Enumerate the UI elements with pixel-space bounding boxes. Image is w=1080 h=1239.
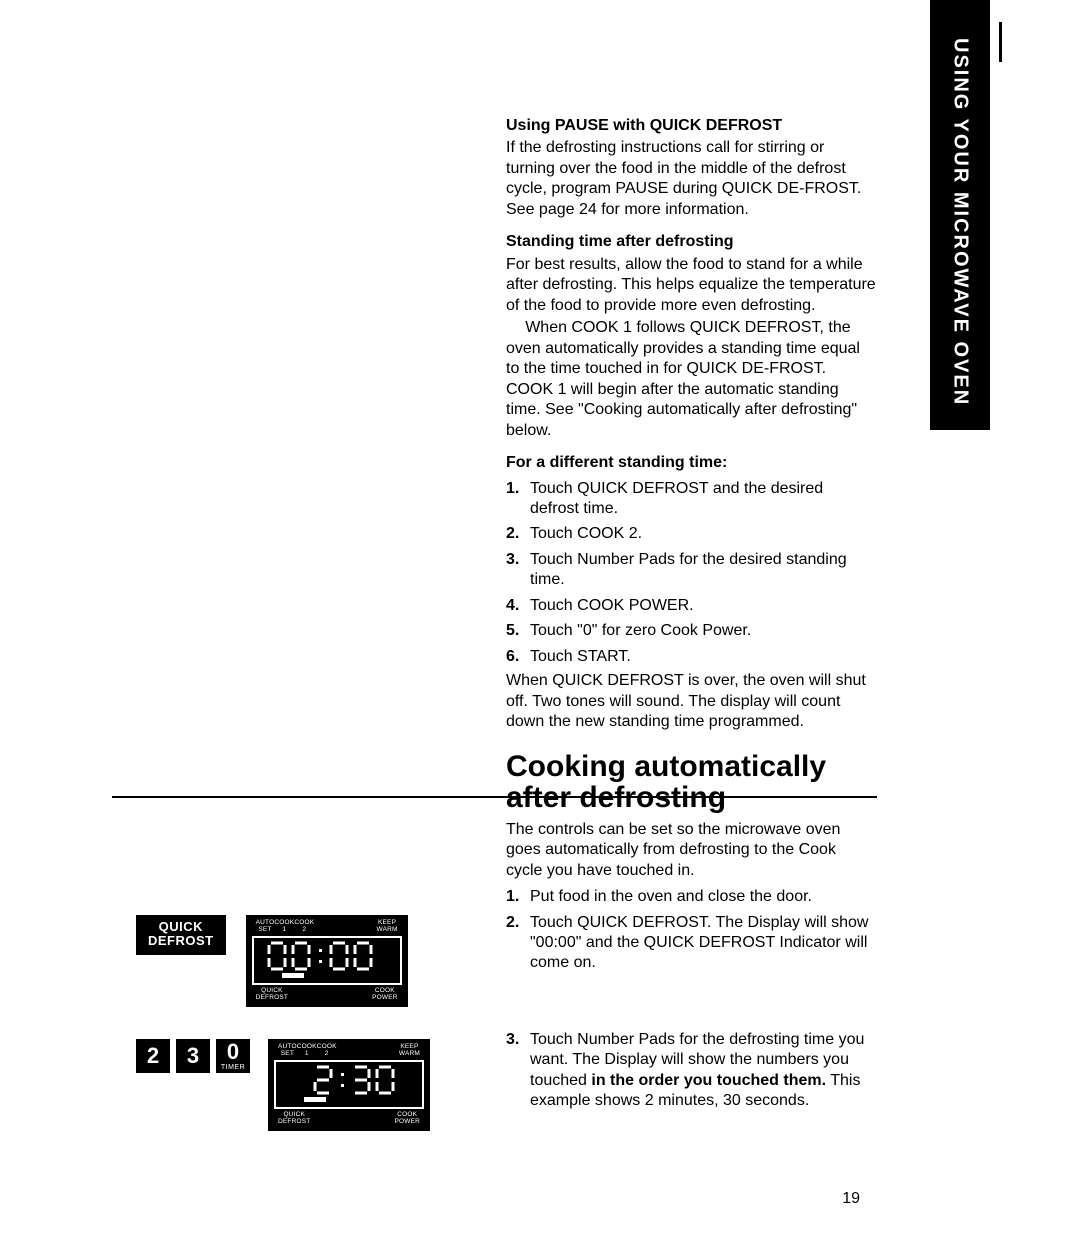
list-item: 2.Touch QUICK DEFROST. The Display will … (506, 913, 876, 974)
indicator-marker (282, 973, 304, 978)
number-pad-0[interactable]: 0 TIMER (216, 1039, 250, 1073)
heading-pause: Using PAUSE with QUICK DEFROST (506, 116, 876, 136)
heading-standing: Standing time after defrosting (506, 232, 876, 252)
body-text: When QUICK DEFROST is over, the oven wil… (506, 671, 876, 732)
page: USING YOUR MICROWAVE OVEN Using PAUSE wi… (0, 0, 1080, 1239)
text-column: Using PAUSE with QUICK DEFROST If the de… (506, 110, 876, 1112)
page-number: 19 (842, 1190, 860, 1208)
main-heading: Cooking automatically after defrosting (506, 751, 876, 814)
body-text: The controls can be set so the microwave… (506, 820, 876, 881)
display-bottom-labels: QUICK DEFROST COOK POWER (274, 1111, 424, 1126)
display-screen (252, 936, 402, 985)
illustration-column: QUICK DEFROST AUTO SET COOK 1 COOK 2 KEE… (136, 915, 466, 1131)
number-pad-3[interactable]: 3 (176, 1039, 210, 1073)
list-text: Touch Number Pads for the defrosting tim… (530, 1030, 876, 1112)
numbered-list: 3. Touch Number Pads for the defrosting … (506, 1030, 876, 1112)
indicator-marker (304, 1097, 326, 1102)
list-item: 5.Touch "0" for zero Cook Power. (506, 621, 876, 641)
list-item: 4.Touch COOK POWER. (506, 596, 876, 616)
divider (112, 796, 877, 798)
display-bottom-labels: QUICK DEFROST COOK POWER (252, 987, 402, 1002)
display-digits (289, 1065, 409, 1095)
numbered-list: 1.Put food in the oven and close the doo… (506, 887, 876, 974)
list-item: 3.Touch Number Pads for the desired stan… (506, 550, 876, 591)
list-item: 1.Touch QUICK DEFROST and the desired de… (506, 479, 876, 520)
list-item: 3. Touch Number Pads for the defrosting … (506, 1030, 876, 1112)
body-text: When COOK 1 follows QUICK DEFROST, the o… (506, 318, 876, 441)
display-panel: AUTO SET COOK 1 COOK 2 KEEP WARM (268, 1039, 430, 1131)
display-digits (267, 941, 387, 971)
quick-defrost-button[interactable]: QUICK DEFROST (136, 915, 226, 955)
illustration-row: 2 3 0 TIMER AUTO SET COOK 1 COOK 2 KEEP … (136, 1039, 466, 1131)
body-text: For best results, allow the food to stan… (506, 255, 876, 316)
display-top-labels: AUTO SET COOK 1 COOK 2 KEEP WARM (274, 1043, 424, 1058)
body-text: If the defrosting instructions call for … (506, 138, 876, 220)
list-item: 6.Touch START. (506, 647, 876, 667)
number-pad-group: 2 3 0 TIMER (136, 1039, 250, 1073)
illustration-row: QUICK DEFROST AUTO SET COOK 1 COOK 2 KEE… (136, 915, 466, 1007)
number-pad-2[interactable]: 2 (136, 1039, 170, 1073)
section-tab: USING YOUR MICROWAVE OVEN (930, 0, 990, 430)
display-panel: AUTO SET COOK 1 COOK 2 KEEP WARM (246, 915, 408, 1007)
heading-different-standing: For a different standing time: (506, 453, 876, 473)
scan-mark (999, 22, 1002, 62)
display-screen (274, 1060, 424, 1109)
list-item: 1.Put food in the oven and close the doo… (506, 887, 876, 907)
list-item: 2.Touch COOK 2. (506, 524, 876, 544)
display-top-labels: AUTO SET COOK 1 COOK 2 KEEP WARM (252, 919, 402, 934)
numbered-list: 1.Touch QUICK DEFROST and the desired de… (506, 479, 876, 668)
